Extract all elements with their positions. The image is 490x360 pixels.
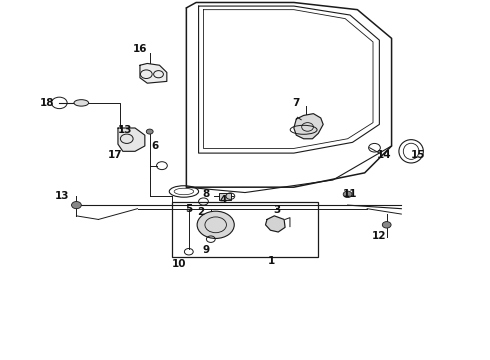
- Circle shape: [72, 202, 81, 209]
- Text: 4: 4: [220, 195, 227, 205]
- Polygon shape: [266, 216, 285, 232]
- Polygon shape: [140, 63, 167, 83]
- Text: 7: 7: [293, 98, 300, 108]
- Text: 1: 1: [268, 256, 275, 266]
- Text: 13: 13: [54, 191, 69, 201]
- Text: 5: 5: [185, 204, 193, 214]
- Bar: [219, 193, 231, 201]
- Polygon shape: [294, 114, 323, 139]
- Circle shape: [147, 129, 153, 134]
- Text: 9: 9: [202, 245, 209, 255]
- Text: 11: 11: [343, 189, 357, 199]
- Text: 8: 8: [202, 189, 210, 199]
- Text: 15: 15: [411, 150, 426, 160]
- Text: 18: 18: [40, 98, 54, 108]
- Text: 14: 14: [377, 150, 392, 160]
- Text: 6: 6: [151, 141, 158, 151]
- Text: 2: 2: [197, 207, 205, 217]
- Circle shape: [343, 191, 352, 198]
- Circle shape: [382, 222, 391, 228]
- Text: 17: 17: [108, 150, 123, 160]
- Text: 3: 3: [273, 206, 280, 216]
- Text: 12: 12: [372, 231, 387, 240]
- Polygon shape: [118, 128, 145, 151]
- Ellipse shape: [74, 100, 89, 106]
- Text: 16: 16: [133, 44, 147, 54]
- Bar: [172, 202, 318, 257]
- Text: 10: 10: [172, 259, 186, 269]
- Circle shape: [197, 211, 234, 238]
- Text: 13: 13: [118, 125, 132, 135]
